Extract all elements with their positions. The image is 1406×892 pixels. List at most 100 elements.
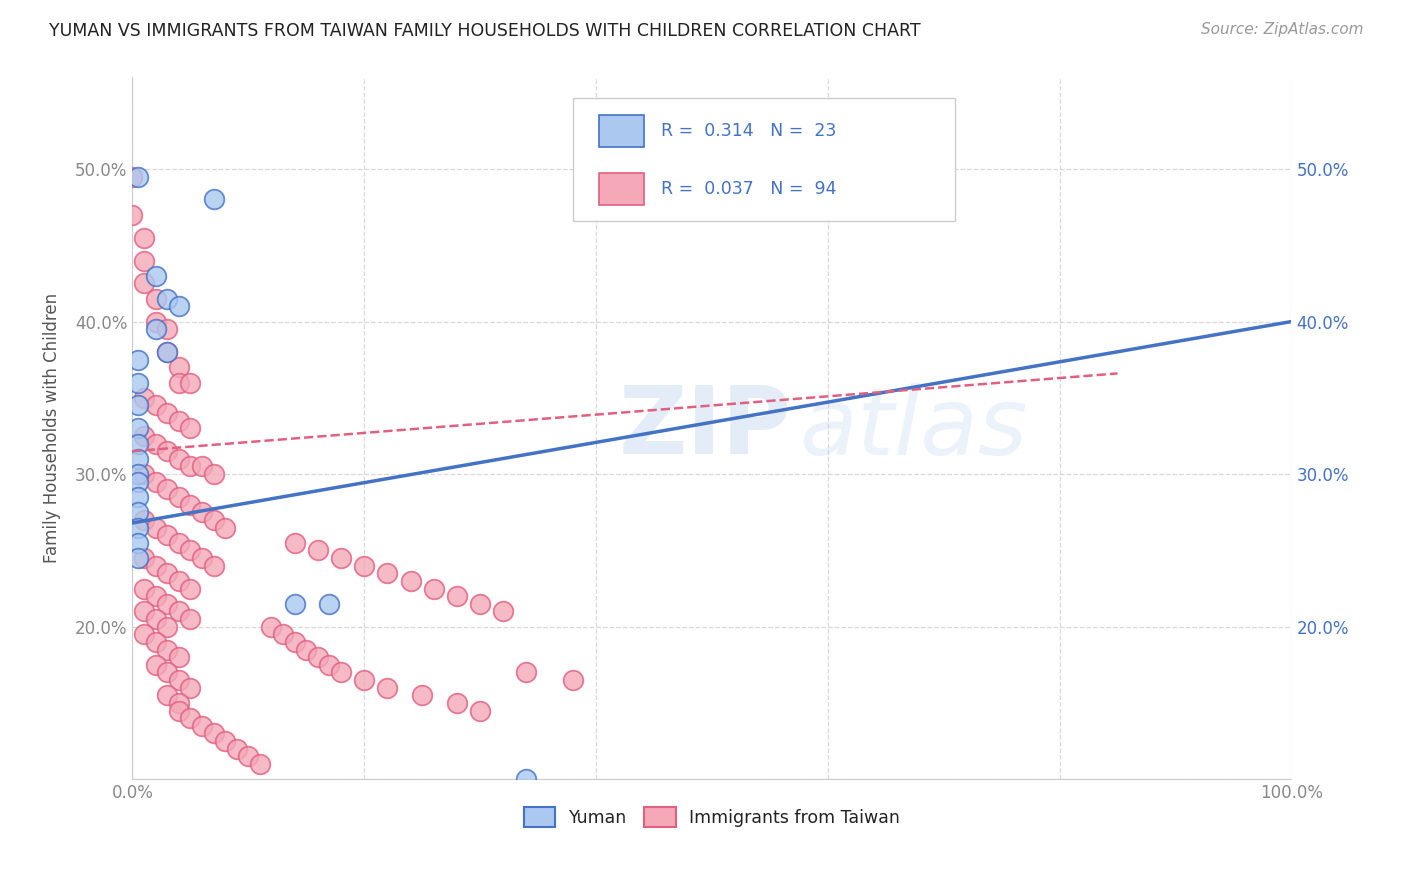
- Point: [191, 505, 214, 519]
- Point: [179, 543, 201, 558]
- Point: [132, 277, 155, 291]
- Point: [127, 475, 149, 489]
- Point: [127, 467, 149, 482]
- Point: [132, 551, 155, 566]
- Point: [127, 451, 149, 466]
- Point: [132, 513, 155, 527]
- Point: [132, 627, 155, 641]
- Text: R =  0.314   N =  23: R = 0.314 N = 23: [661, 122, 837, 140]
- Point: [145, 558, 167, 573]
- Point: [145, 322, 167, 336]
- Point: [515, 665, 537, 680]
- Point: [191, 551, 214, 566]
- Point: [167, 574, 190, 588]
- Point: [127, 520, 149, 534]
- Point: [167, 490, 190, 504]
- Point: [377, 566, 399, 581]
- Point: [132, 391, 155, 405]
- FancyBboxPatch shape: [599, 115, 644, 147]
- Point: [156, 566, 179, 581]
- Point: [167, 360, 190, 375]
- Point: [284, 535, 307, 549]
- Point: [167, 535, 190, 549]
- Point: [307, 650, 329, 665]
- Point: [202, 513, 225, 527]
- Point: [318, 597, 340, 611]
- Point: [145, 520, 167, 534]
- Point: [167, 451, 190, 466]
- Point: [399, 574, 422, 588]
- Point: [318, 657, 340, 672]
- Point: [145, 314, 167, 328]
- Point: [225, 741, 247, 756]
- Text: R =  0.037   N =  94: R = 0.037 N = 94: [661, 180, 837, 198]
- Point: [145, 292, 167, 306]
- FancyBboxPatch shape: [599, 173, 644, 205]
- Point: [179, 681, 201, 695]
- Point: [132, 582, 155, 596]
- Point: [145, 635, 167, 649]
- Text: atlas: atlas: [799, 383, 1028, 474]
- Point: [156, 345, 179, 359]
- Point: [156, 292, 179, 306]
- Point: [167, 376, 190, 390]
- Legend: Yuman, Immigrants from Taiwan: Yuman, Immigrants from Taiwan: [516, 800, 907, 834]
- Point: [353, 558, 375, 573]
- Point: [179, 711, 201, 725]
- Point: [167, 414, 190, 428]
- Point: [260, 620, 283, 634]
- Point: [202, 193, 225, 207]
- Text: Source: ZipAtlas.com: Source: ZipAtlas.com: [1201, 22, 1364, 37]
- Point: [179, 582, 201, 596]
- Point: [307, 543, 329, 558]
- Point: [156, 642, 179, 657]
- Point: [127, 399, 149, 413]
- Point: [127, 551, 149, 566]
- Point: [156, 597, 179, 611]
- Point: [121, 208, 143, 222]
- Point: [127, 421, 149, 435]
- Point: [284, 597, 307, 611]
- Point: [127, 505, 149, 519]
- Point: [411, 689, 433, 703]
- Point: [330, 665, 353, 680]
- Point: [156, 444, 179, 458]
- Point: [202, 726, 225, 740]
- Point: [132, 604, 155, 618]
- Point: [353, 673, 375, 687]
- Point: [132, 230, 155, 244]
- Point: [468, 597, 491, 611]
- Point: [156, 665, 179, 680]
- Text: ZIP: ZIP: [619, 383, 792, 475]
- Point: [295, 642, 318, 657]
- Point: [446, 696, 468, 710]
- Point: [214, 520, 236, 534]
- Point: [156, 322, 179, 336]
- Point: [167, 704, 190, 718]
- Point: [238, 749, 260, 764]
- Point: [202, 558, 225, 573]
- Point: [191, 719, 214, 733]
- Point: [330, 551, 353, 566]
- Point: [492, 604, 515, 618]
- Point: [284, 635, 307, 649]
- Point: [422, 582, 444, 596]
- Point: [179, 498, 201, 512]
- Point: [132, 253, 155, 268]
- Point: [214, 734, 236, 748]
- Point: [127, 352, 149, 367]
- Point: [167, 696, 190, 710]
- Point: [561, 673, 583, 687]
- Point: [127, 169, 149, 184]
- Point: [156, 689, 179, 703]
- Point: [191, 459, 214, 474]
- Point: [515, 772, 537, 787]
- Point: [121, 169, 143, 184]
- Point: [156, 483, 179, 497]
- Point: [156, 406, 179, 420]
- Point: [271, 627, 294, 641]
- Point: [127, 376, 149, 390]
- Point: [179, 421, 201, 435]
- Point: [167, 673, 190, 687]
- Point: [179, 612, 201, 626]
